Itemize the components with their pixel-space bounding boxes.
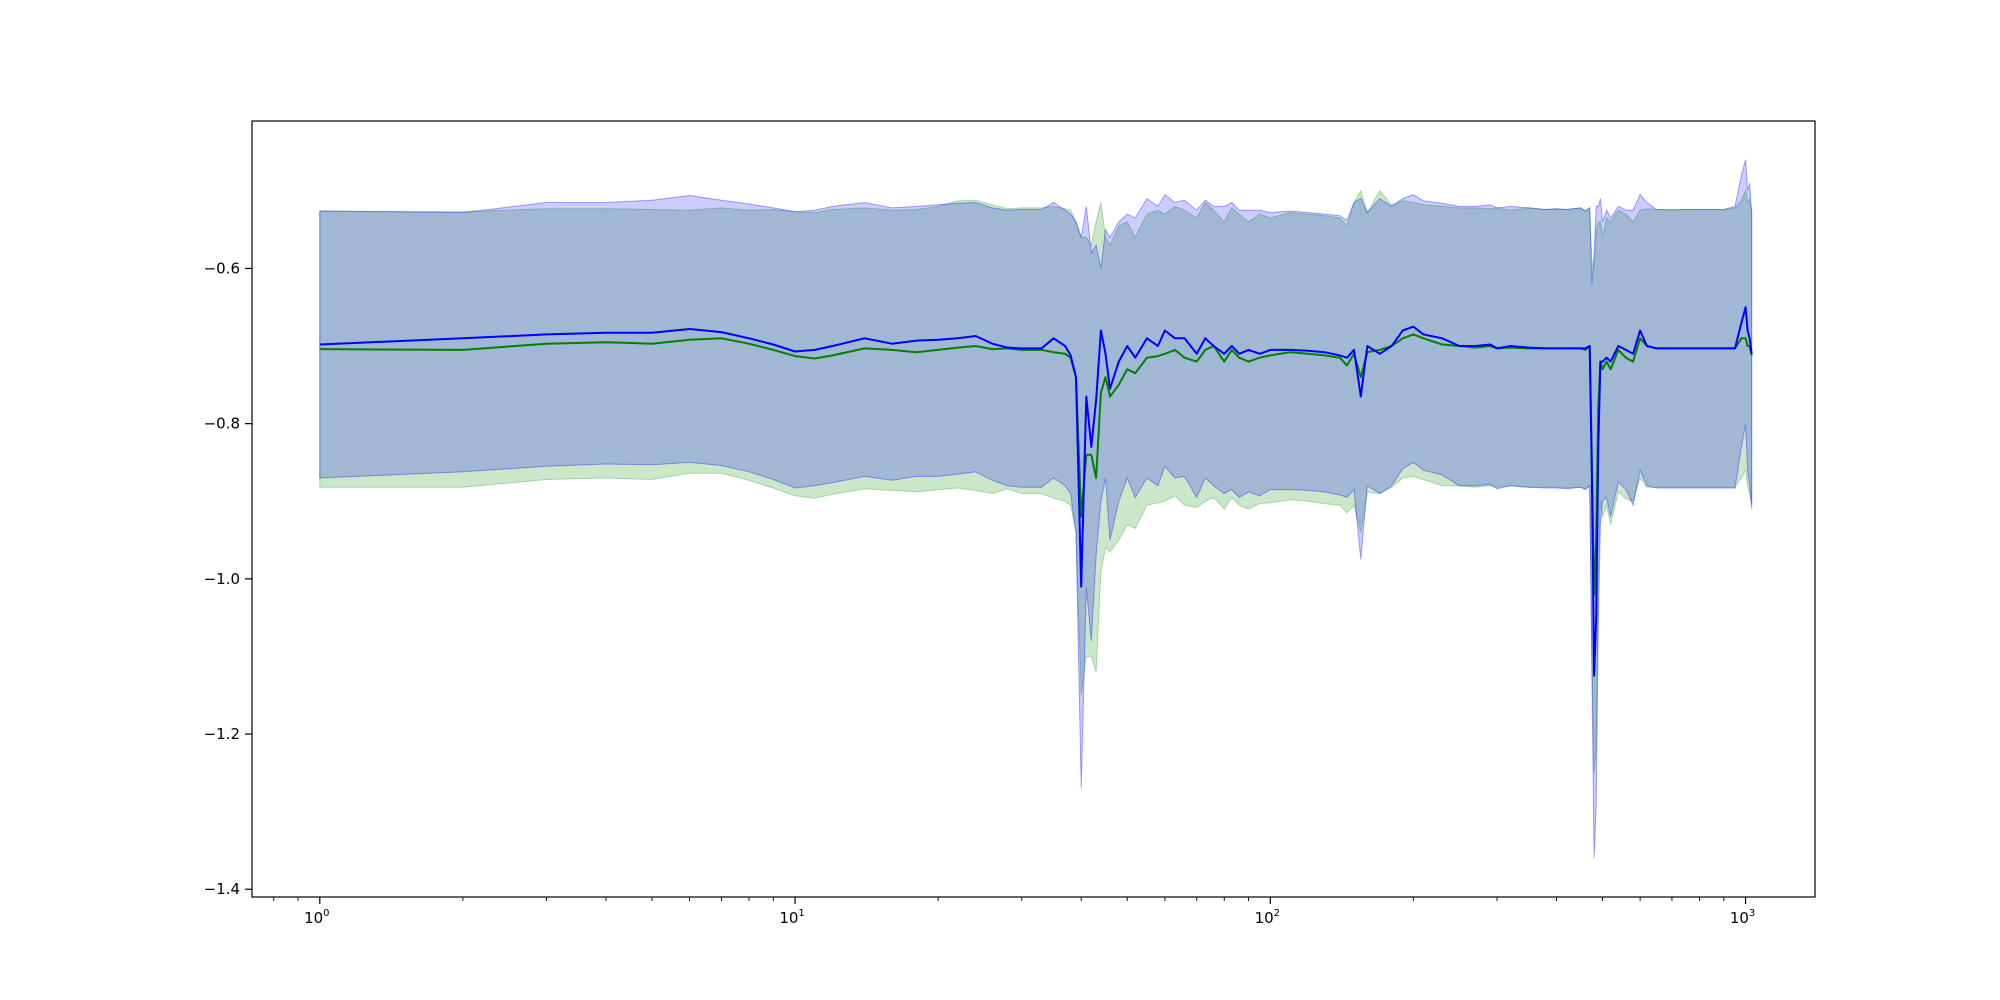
plot-frame — [251, 120, 1816, 898]
y-tick-label: −0.8 — [204, 415, 240, 433]
x-axis: 100 101 102 103 — [273, 897, 1755, 927]
confidence-band-1 — [319, 189, 1753, 773]
confidence-bands — [319, 159, 1753, 859]
y-tick-label: −0.6 — [204, 259, 240, 277]
y-axis: −0.6 −0.8 −1.0 −1.2 −1.4 — [204, 259, 252, 898]
x-tick-label: 101 — [779, 908, 804, 927]
x-tick-exponent: 2 — [1274, 908, 1280, 919]
y-tick-label: −1.2 — [204, 725, 240, 743]
x-tick-base: 10 — [1255, 909, 1274, 927]
x-tick-base: 10 — [304, 909, 323, 927]
confidence-band-2 — [319, 159, 1753, 859]
x-tick-base: 10 — [779, 909, 798, 927]
y-tick-label: −1.4 — [204, 880, 240, 898]
x-tick-exponent: 3 — [1749, 908, 1755, 919]
series-lines — [319, 306, 1753, 677]
series-line-2 — [319, 306, 1753, 677]
x-tick-exponent: 1 — [798, 908, 804, 919]
x-tick-label: 102 — [1255, 908, 1280, 927]
x-tick-label: 103 — [1730, 908, 1755, 927]
series-line-1 — [319, 333, 1753, 596]
x-tick-exponent: 0 — [323, 908, 329, 919]
x-tick-base: 10 — [1730, 909, 1749, 927]
x-tick-label: 100 — [304, 908, 329, 927]
y-tick-label: −1.0 — [204, 570, 240, 588]
